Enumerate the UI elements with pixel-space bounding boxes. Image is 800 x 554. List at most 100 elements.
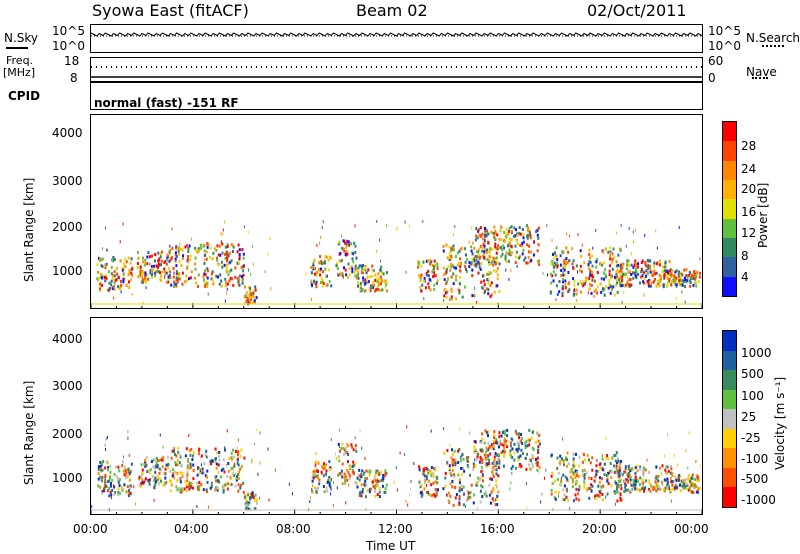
power-panel — [90, 114, 703, 309]
power-cell — [362, 279, 365, 283]
velocity-cell — [493, 430, 496, 434]
power-cell — [450, 248, 452, 252]
power-cell — [562, 273, 565, 277]
velocity-cell — [101, 491, 103, 495]
velocity-cell — [378, 486, 381, 490]
power-cell — [476, 301, 477, 304]
velocity-cell — [451, 469, 454, 472]
power-cell — [450, 290, 453, 293]
power-cell — [124, 257, 127, 261]
velocity-cell — [624, 465, 627, 469]
velocity-cell — [674, 475, 677, 479]
velocity-cell — [448, 500, 451, 504]
power-cell — [691, 276, 694, 280]
power-cell — [221, 242, 224, 246]
power-cell — [207, 292, 209, 296]
velocity-cell — [454, 496, 457, 500]
power-cell — [124, 264, 127, 268]
power-cell — [615, 264, 618, 268]
power-cell — [522, 233, 525, 237]
velocity-cell — [459, 459, 462, 463]
power-cell — [609, 254, 612, 258]
power-cell — [486, 251, 488, 255]
power-cell — [562, 271, 565, 275]
velocity-cell — [629, 477, 632, 481]
velocity-cell — [186, 485, 188, 489]
velocity-cell — [152, 458, 155, 462]
power-cell — [310, 279, 312, 283]
colorbar-segment — [723, 199, 736, 219]
power-cell — [431, 264, 434, 267]
power-cell — [422, 220, 424, 223]
freq-tick-top: 18 — [64, 54, 80, 68]
power-cell — [458, 249, 461, 253]
velocity-cell — [486, 464, 489, 468]
power-cell — [433, 271, 435, 274]
colorbar-segment — [723, 448, 736, 468]
power-cell — [665, 273, 668, 276]
power-cell — [634, 259, 637, 263]
velocity-cell — [485, 431, 488, 434]
power-cell — [238, 248, 241, 252]
power-cell — [589, 260, 592, 264]
power-cell — [385, 281, 388, 285]
velocity-cell — [341, 482, 344, 486]
power-cell — [621, 265, 624, 268]
velocity-cell — [620, 471, 623, 475]
power-cell — [350, 265, 353, 268]
power-cell — [113, 287, 116, 291]
velocity-cell — [460, 473, 463, 477]
power-cell — [179, 242, 181, 246]
velocity-cell — [467, 491, 470, 495]
power-cell — [316, 270, 319, 274]
power-cell — [489, 255, 492, 259]
velocity-cell — [496, 441, 499, 445]
power-cell — [583, 282, 586, 286]
power-cell — [632, 271, 635, 275]
velocity-cell — [315, 474, 318, 478]
power-cell — [319, 280, 322, 284]
power-cell — [667, 271, 670, 275]
velocity-cell — [465, 505, 466, 508]
power-cell — [668, 277, 671, 281]
power-cell — [678, 270, 681, 274]
power-cell — [168, 270, 171, 274]
velocity-cell — [106, 460, 109, 464]
power-cell — [550, 262, 553, 266]
velocity-cell — [443, 427, 445, 431]
power-cell — [144, 271, 147, 275]
power-cell — [345, 242, 348, 246]
velocity-cell — [605, 436, 607, 440]
velocity-cell — [375, 469, 378, 473]
power-cell — [180, 264, 183, 267]
power-cell — [181, 247, 184, 251]
velocity-cell — [250, 492, 253, 496]
velocity-cell — [346, 442, 348, 446]
velocity-cell — [418, 480, 421, 484]
velocity-cell — [354, 481, 357, 484]
power-cell — [685, 274, 688, 278]
velocity-cell — [196, 473, 199, 477]
power-cell — [376, 280, 379, 284]
velocity-cell — [598, 495, 601, 498]
velocity-cell — [605, 495, 607, 499]
velocity-cell — [610, 484, 613, 488]
velocity-cell — [538, 433, 541, 437]
power-cell — [593, 289, 596, 293]
velocity-cell — [512, 438, 514, 442]
power-cell — [560, 274, 563, 277]
velocity-cell — [642, 486, 645, 490]
velocity-cell — [333, 480, 334, 484]
velocity-cell — [513, 442, 516, 446]
power-cell — [386, 224, 388, 228]
power-cell — [684, 285, 686, 289]
power-cell — [538, 259, 540, 263]
velocity-cell — [251, 491, 254, 495]
velocity-cell — [659, 466, 661, 470]
velocity-cell — [170, 479, 172, 483]
velocity-cell — [359, 490, 361, 494]
velocity-cell — [129, 454, 131, 458]
velocity-cell — [237, 477, 240, 480]
velocity-cell — [167, 455, 169, 459]
velocity-cell — [214, 488, 217, 492]
